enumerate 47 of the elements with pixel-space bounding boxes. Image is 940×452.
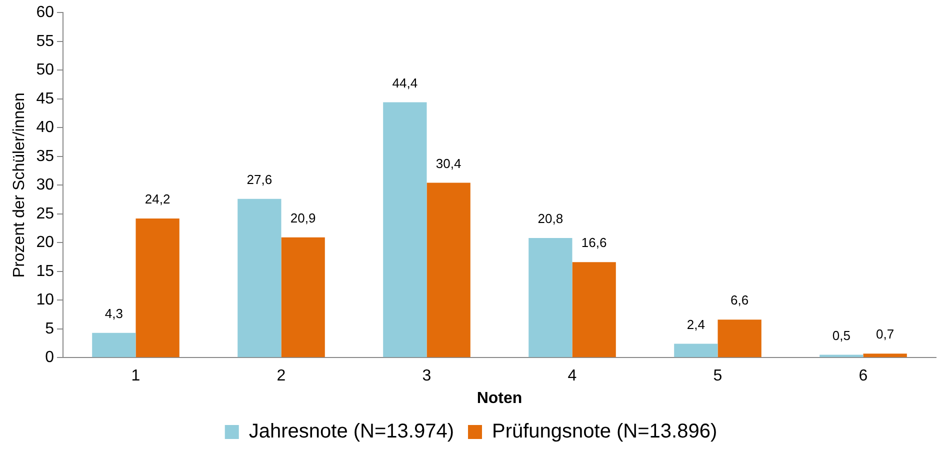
y-tick-label: 15	[36, 262, 54, 280]
y-tick-label: 55	[36, 32, 54, 50]
y-tick-label: 50	[36, 62, 54, 79]
x-tick-label: 2	[276, 368, 286, 385]
y-tick-label: 35	[36, 148, 54, 165]
legend-label: Prüfungsnote (N=13.896)	[492, 420, 718, 443]
data-label: 6,6	[730, 292, 749, 308]
x-tick-label: 4	[568, 368, 577, 385]
data-label: 20,9	[290, 210, 316, 226]
x-tick-label: 5	[713, 368, 722, 385]
x-axis-title: Noten	[476, 390, 522, 407]
x-tick-label: 6	[858, 368, 868, 385]
y-tick-label: 60	[36, 4, 54, 22]
x-tick-label: 1	[131, 368, 140, 385]
data-label: 16,6	[581, 235, 607, 250]
legend-label: Jahresnote (N=13.974)	[248, 420, 454, 443]
y-tick-label: 0	[45, 349, 54, 366]
data-label: 20,8	[538, 211, 564, 226]
y-tick-label: 45	[36, 90, 54, 108]
bar	[820, 354, 864, 358]
bar	[426, 182, 470, 358]
data-label: 4,3	[104, 306, 123, 321]
bar	[383, 102, 427, 358]
data-label: 0,5	[832, 328, 850, 343]
data-label: 30,4	[436, 156, 462, 171]
data-label: 24,2	[144, 192, 170, 207]
bar	[718, 320, 762, 358]
bar	[92, 332, 136, 358]
y-tick-label: 5	[45, 320, 54, 338]
data-label: 27,6	[246, 172, 272, 187]
bar	[528, 238, 572, 358]
bar	[674, 344, 718, 358]
y-tick-label: 10	[36, 292, 54, 309]
y-tick-label: 40	[36, 119, 54, 136]
bar	[136, 218, 180, 358]
data-label: 2,4	[686, 316, 705, 332]
bar	[281, 237, 325, 358]
bar	[863, 354, 907, 358]
bar	[238, 198, 282, 358]
bar	[572, 262, 616, 358]
x-tick-label: 3	[422, 368, 432, 385]
y-tick-label: 30	[36, 176, 54, 194]
y-tick-label: 25	[36, 205, 54, 222]
y-axis-title: Prozent der Schüler/innen	[11, 92, 28, 278]
data-label: 44,4	[392, 75, 418, 90]
y-tick-label: 20	[36, 234, 54, 252]
data-label: 0,7	[876, 326, 894, 342]
